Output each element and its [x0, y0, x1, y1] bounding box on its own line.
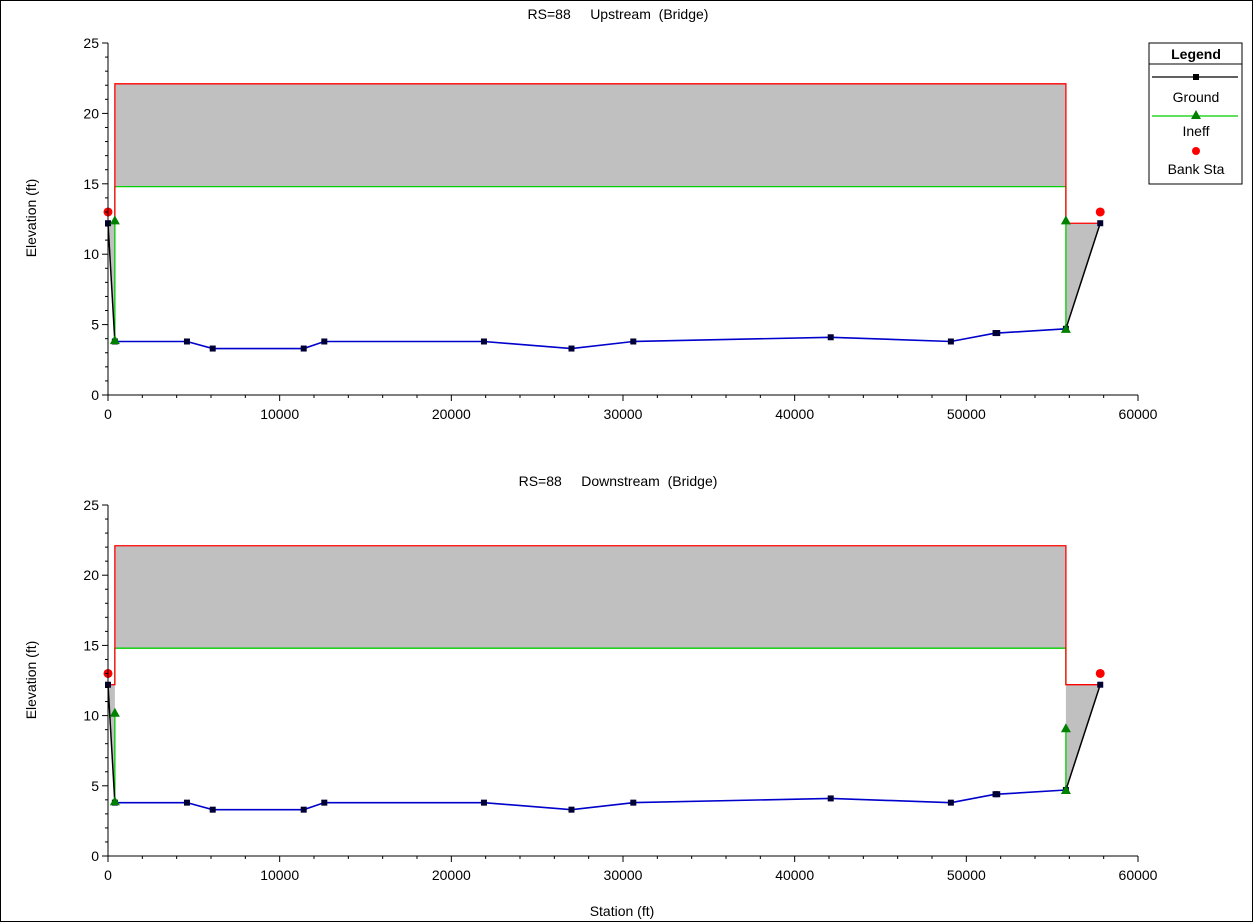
y-tick-label-downstream-0: 0 [91, 848, 99, 864]
x-tick-label-downstream-3: 30000 [604, 867, 643, 883]
y-tick-label-upstream-3: 15 [83, 176, 99, 192]
y-tick-label-upstream-2: 10 [83, 246, 99, 262]
x-tick-label-downstream-6: 60000 [1119, 867, 1158, 883]
y-tick-label-downstream-4: 20 [83, 567, 99, 583]
x-tick-label-downstream-0: 0 [104, 867, 112, 883]
ineff-point-upstream-0 [110, 215, 120, 224]
x-tick-label-downstream-2: 20000 [432, 867, 471, 883]
x-tick-label-upstream-3: 30000 [604, 406, 643, 422]
ground-point-downstream-4 [301, 807, 307, 813]
ground-point-downstream-7 [569, 807, 575, 813]
y-axis-label-downstream: Elevation (ft) [23, 641, 39, 720]
ground-point-upstream-9 [828, 334, 834, 340]
y-tick-label-upstream-1: 5 [91, 317, 99, 333]
ground-point-upstream-7 [569, 346, 575, 352]
y-tick-label-downstream-2: 10 [83, 708, 99, 724]
x-tick-label-upstream-0: 0 [104, 406, 112, 422]
ineff-point-upstream-2 [1061, 215, 1071, 224]
ground-point-upstream-2 [184, 338, 190, 344]
legend-ground-marker [1193, 74, 1199, 80]
x-tick-label-downstream-1: 10000 [260, 867, 299, 883]
bridge-deck-upstream [115, 84, 1066, 187]
x-tick-label-upstream-6: 60000 [1119, 406, 1158, 422]
bridge-deck-downstream [115, 546, 1066, 648]
low-chord-line-downstream [115, 648, 1066, 685]
ground-point-downstream-12 [994, 791, 1000, 797]
y-tick-label-upstream-4: 20 [83, 105, 99, 121]
ineff-point-upstream-1 [110, 335, 120, 344]
legend-bank-sta-label: Bank Sta [1168, 161, 1225, 177]
ground-channel-line-downstream [115, 790, 1066, 810]
legend-title: Legend [1171, 46, 1221, 62]
x-tick-label-upstream-4: 40000 [775, 406, 814, 422]
x-tick-label-upstream-2: 20000 [432, 406, 471, 422]
ground-point-downstream-10 [948, 800, 954, 806]
ground-point-downstream-9 [828, 795, 834, 801]
bank-sta-point-downstream-1 [1096, 669, 1105, 678]
legend: Legend Ground Ineff Bank Sta [1149, 43, 1242, 184]
y-tick-label-downstream-5: 25 [83, 497, 99, 513]
ground-channel-line-upstream [115, 329, 1066, 349]
x-tick-label-upstream-5: 50000 [947, 406, 986, 422]
low-chord-line-upstream [115, 187, 1066, 224]
ineff-point-downstream-1 [110, 796, 120, 805]
ground-point-upstream-10 [948, 338, 954, 344]
legend-ground-label: Ground [1173, 89, 1220, 105]
ground-point-downstream-5 [321, 800, 327, 806]
ground-point-upstream-5 [321, 338, 327, 344]
y-axis-label-upstream: Elevation (ft) [23, 179, 39, 258]
x-axis-label: Station (ft) [590, 903, 655, 919]
ground-point-upstream-3 [210, 346, 216, 352]
ground-point-upstream-12 [994, 330, 1000, 336]
ground-point-downstream-6 [481, 800, 487, 806]
x-tick-label-downstream-4: 40000 [775, 867, 814, 883]
y-tick-label-upstream-5: 25 [83, 35, 99, 51]
chart-title-downstream: RS=88 Downstream (Bridge) [519, 473, 718, 489]
ground-point-downstream-8 [630, 800, 636, 806]
ground-point-downstream-14 [1097, 682, 1103, 688]
plot-upstream: 0 5 10 15 20 25 0 10000 20000 30000 40000 50000 6000… [83, 35, 1157, 422]
legend-ineff-label: Ineff [1183, 123, 1210, 139]
ground-point-downstream-3 [210, 807, 216, 813]
ground-point-upstream-6 [481, 338, 487, 344]
y-tick-label-downstream-1: 5 [91, 778, 99, 794]
plot-downstream: 0 5 10 15 20 25 0 10000 20000 30000 40000 50000 6000… [83, 497, 1157, 883]
legend-bank-sta-marker [1192, 147, 1200, 155]
ground-point-upstream-14 [1097, 220, 1103, 226]
ground-point-upstream-8 [630, 338, 636, 344]
y-tick-label-downstream-3: 15 [83, 637, 99, 653]
y-tick-label-upstream-0: 0 [91, 387, 99, 403]
x-tick-label-downstream-5: 50000 [947, 867, 986, 883]
x-tick-label-upstream-1: 10000 [260, 406, 299, 422]
chart-title-upstream: RS=88 Upstream (Bridge) [528, 6, 709, 22]
ground-point-downstream-2 [184, 800, 190, 806]
ground-point-upstream-4 [301, 346, 307, 352]
bank-sta-point-upstream-1 [1096, 207, 1105, 216]
